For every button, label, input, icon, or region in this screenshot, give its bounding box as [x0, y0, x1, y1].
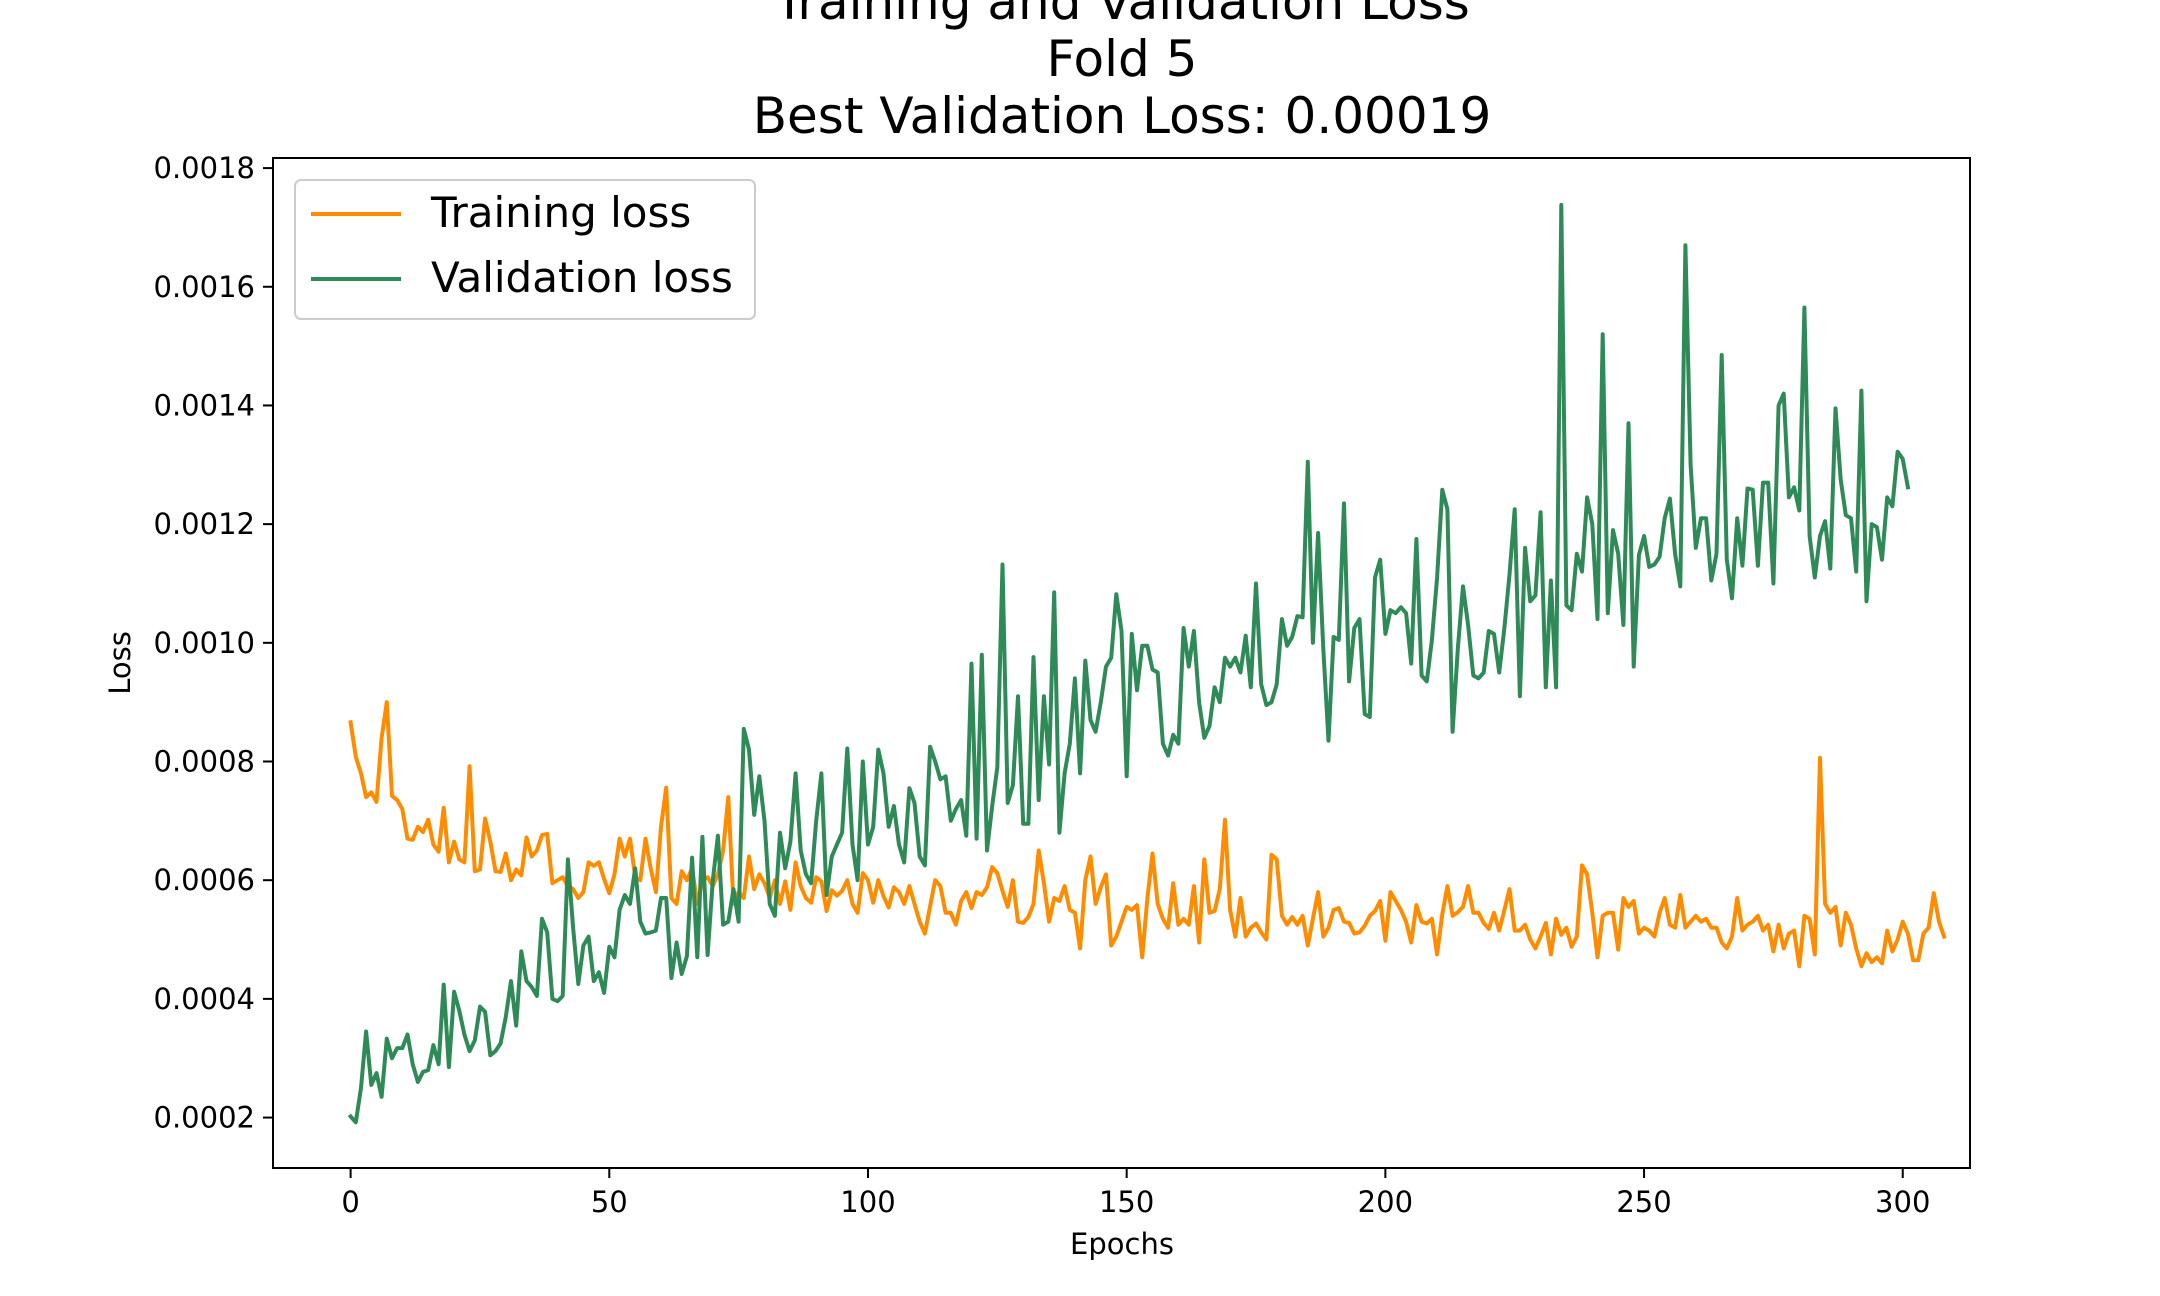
chart-title-line-1: Training and Validation Loss [773, 0, 1470, 31]
validation-loss-line [347, 202, 1911, 1125]
y-tick-label: 0.0018 [154, 151, 255, 185]
y-tick-label: 0.0010 [154, 626, 255, 660]
training-loss-line [348, 700, 1947, 969]
x-tick-label: 300 [1875, 1185, 1930, 1219]
y-tick-label: 0.0012 [154, 507, 255, 541]
legend-label-validation: Validation loss [431, 253, 733, 302]
chart-title-line-3: Best Validation Loss: 0.00019 [753, 87, 1492, 145]
y-axis-ticks: 0.0002 0.0004 0.0006 0.0008 0.0010 0.0012 0.00… [154, 151, 273, 1135]
x-tick-label: 0 [341, 1185, 359, 1219]
y-tick-label: 0.0014 [154, 388, 255, 422]
x-tick-label: 200 [1358, 1185, 1413, 1219]
x-tick-label: 250 [1616, 1185, 1671, 1219]
x-tick-label: 50 [591, 1185, 628, 1219]
x-axis-label: Epochs [1070, 1227, 1174, 1261]
series-lines [347, 202, 1947, 1125]
x-tick-label: 150 [1099, 1185, 1154, 1219]
chart-title-line-2: Fold 5 [1047, 30, 1198, 88]
y-tick-label: 0.0004 [154, 982, 255, 1016]
y-tick-label: 0.0008 [154, 745, 255, 779]
plot-frame [272, 157, 1971, 1169]
x-axis-ticks: 0 50 100 150 200 250 300 [341, 1168, 1930, 1219]
x-tick-label: 100 [840, 1185, 895, 1219]
y-tick-label: 0.0016 [154, 270, 255, 304]
y-tick-label: 0.0006 [154, 863, 255, 897]
legend-box [294, 179, 756, 320]
y-tick-label: 0.0002 [154, 1101, 255, 1135]
y-axis-label: Loss [103, 631, 137, 695]
legend: Training loss Validation loss [294, 179, 756, 320]
legend-label-training: Training loss [430, 188, 691, 237]
